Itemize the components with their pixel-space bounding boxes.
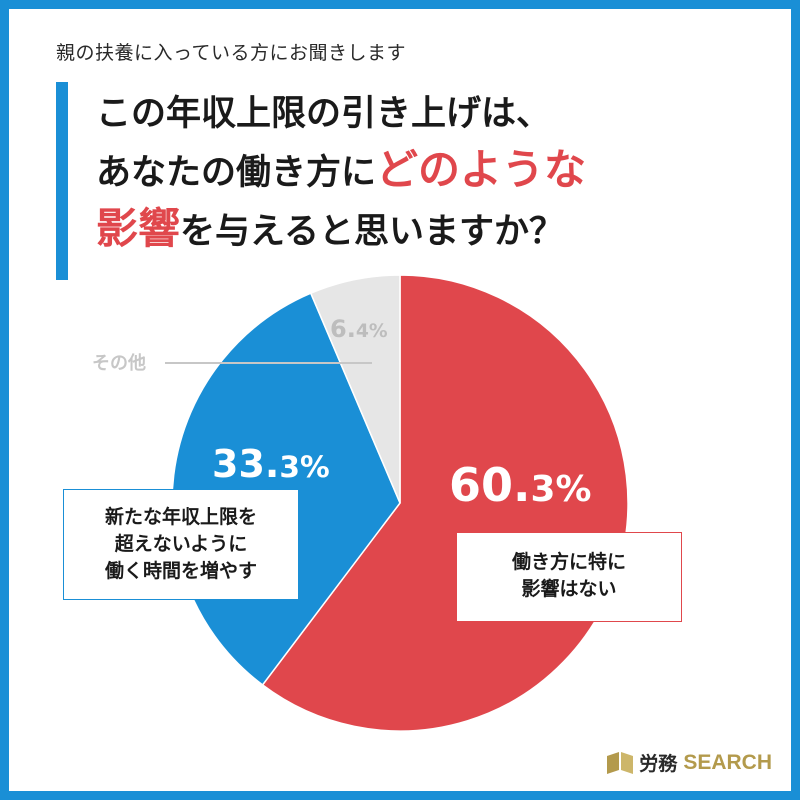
pct-increase-hours-dec: 3% <box>279 449 330 484</box>
pct-other-dec: 4% <box>355 321 388 342</box>
pct-no-impact-int: 60. <box>449 458 531 512</box>
pie-slice-other <box>309 274 401 504</box>
rohmu-search-logo: 労務 SEARCH <box>607 749 772 776</box>
book-logo-icon <box>607 751 634 774</box>
title-line-3: 影響を与えると思いますか？ <box>96 201 756 260</box>
callout-no-impact: 働き方に特に 影響はない <box>456 532 689 629</box>
pct-other-int: 6. <box>330 315 356 343</box>
chart-title: この年収上限の引き上げは、 あなたの働き方にどのような 影響を与えると思いますか… <box>96 86 756 260</box>
pct-increase-hours-int: 33. <box>212 442 280 486</box>
title-line-2: あなたの働き方にどのような <box>96 142 756 201</box>
title-highlight-eikyou: 影響 <box>96 204 181 253</box>
title-accent-bar <box>56 82 68 280</box>
title-line-3-text: を与えると思いますか？ <box>180 212 564 252</box>
callout-increase-hours: 新たな年収上限を 超えないように 働く時間を増やす <box>63 489 299 600</box>
pct-label-no-impact: 60.3% <box>449 458 591 512</box>
title-line-2-text: あなたの働き方に <box>96 153 377 193</box>
logo-text-ja: 労務 <box>639 754 678 775</box>
pct-no-impact-dec: 3% <box>530 469 592 510</box>
pct-label-increase-hours: 33.3% <box>212 442 330 486</box>
other-slice-label: その他 <box>92 353 146 374</box>
title-line-1: この年収上限の引き上げは、 <box>96 94 552 134</box>
pct-label-other: 6.4% <box>330 315 388 343</box>
logo-text-en: SEARCH <box>683 750 772 774</box>
question-subtitle: 親の扶養に入っている方にお聞きします <box>56 42 407 64</box>
title-highlight-dono-youna: どのような <box>376 145 587 194</box>
other-leader-line <box>165 362 372 364</box>
